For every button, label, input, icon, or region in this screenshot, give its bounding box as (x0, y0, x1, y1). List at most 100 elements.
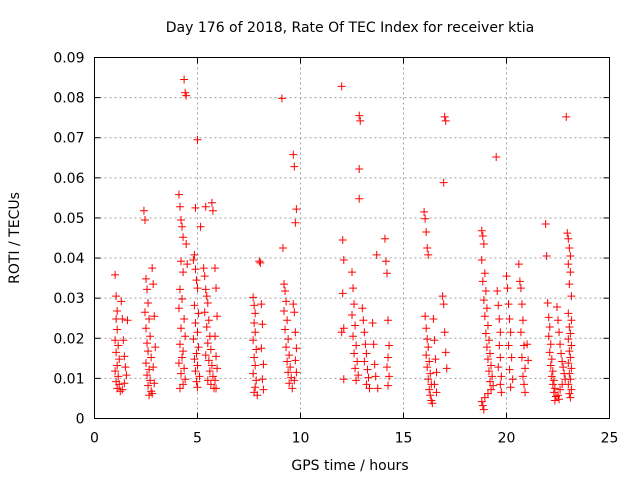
data-point (183, 260, 192, 269)
data-point (567, 385, 576, 394)
data-point (548, 380, 557, 389)
data-point (114, 372, 123, 381)
data-point (115, 380, 124, 389)
data-point (365, 384, 374, 393)
data-point (181, 375, 190, 384)
data-point (118, 385, 127, 394)
data-point (182, 240, 191, 249)
y-tick-label: 0.04 (53, 251, 84, 267)
data-point (518, 372, 527, 381)
data-point (425, 385, 434, 394)
data-point (356, 116, 365, 125)
data-point (251, 383, 260, 392)
data-point (481, 329, 490, 338)
data-point (253, 391, 262, 400)
data-point (563, 229, 572, 238)
data-point (565, 323, 574, 332)
data-point (502, 272, 511, 281)
data-point (249, 336, 258, 345)
data-point (554, 391, 562, 400)
data-point (289, 150, 298, 159)
data-point (381, 257, 390, 266)
chart-title: Day 176 of 2018, Rate Of TEC Index for r… (166, 20, 534, 36)
x-tick-label: 10 (292, 431, 310, 447)
data-point (555, 395, 564, 404)
data-point (354, 371, 363, 380)
data-point (565, 369, 574, 378)
data-point (503, 284, 512, 293)
data-point (567, 292, 576, 301)
data-point (289, 300, 298, 309)
data-point (565, 244, 574, 253)
x-tick-label: 20 (498, 431, 516, 447)
data-point (282, 343, 291, 352)
data-point (350, 300, 359, 309)
data-point (550, 396, 559, 405)
data-point (190, 250, 199, 259)
data-point (175, 285, 184, 294)
x-axis-label: GPS time / hours (291, 458, 408, 474)
data-point (505, 365, 514, 374)
data-point (250, 301, 259, 310)
data-point (483, 389, 492, 398)
data-point (541, 219, 550, 228)
data-point (497, 388, 506, 397)
data-point (426, 369, 435, 378)
data-point (291, 328, 300, 337)
data-point (144, 298, 153, 307)
data-point (212, 384, 221, 393)
data-point (116, 387, 125, 396)
data-point (564, 359, 573, 368)
data-point (349, 284, 358, 293)
data-point (120, 379, 129, 388)
data-point (554, 316, 562, 325)
data-point (479, 296, 488, 305)
data-point (546, 361, 555, 370)
data-point (488, 372, 497, 381)
data-point (178, 294, 187, 303)
data-point (122, 371, 131, 380)
data-point (285, 379, 294, 388)
data-point (249, 293, 258, 302)
data-point (549, 376, 558, 385)
data-point (280, 307, 289, 316)
data-point (113, 325, 122, 334)
data-point (146, 376, 155, 385)
data-point (290, 162, 299, 171)
data-point (368, 319, 377, 328)
data-point (517, 300, 526, 309)
data-point (546, 340, 555, 349)
data-point (431, 355, 440, 364)
data-point (562, 112, 571, 121)
data-point (180, 315, 189, 324)
data-point (423, 244, 432, 253)
data-point (545, 323, 554, 332)
data-point (514, 260, 523, 269)
data-point (206, 380, 215, 389)
x-tick-label: 5 (193, 431, 202, 447)
data-point (478, 401, 487, 410)
x-tick-label: 25 (601, 431, 619, 447)
data-point (441, 116, 450, 125)
data-point (177, 324, 186, 333)
data-point (495, 315, 504, 324)
data-point (543, 298, 552, 307)
data-point (191, 203, 200, 212)
data-point (339, 375, 348, 384)
data-point (179, 233, 188, 242)
data-point (211, 376, 220, 385)
data-point (114, 341, 123, 350)
data-point (143, 285, 152, 294)
data-point (259, 385, 268, 394)
data-point (174, 359, 183, 368)
data-point (564, 380, 573, 389)
data-point (291, 356, 300, 365)
data-point (424, 250, 433, 259)
data-point (178, 222, 187, 231)
data-point (480, 393, 489, 402)
data-point (207, 361, 216, 370)
data-point (355, 111, 364, 120)
data-point (421, 214, 430, 223)
data-point (337, 82, 346, 91)
data-point (566, 375, 575, 384)
